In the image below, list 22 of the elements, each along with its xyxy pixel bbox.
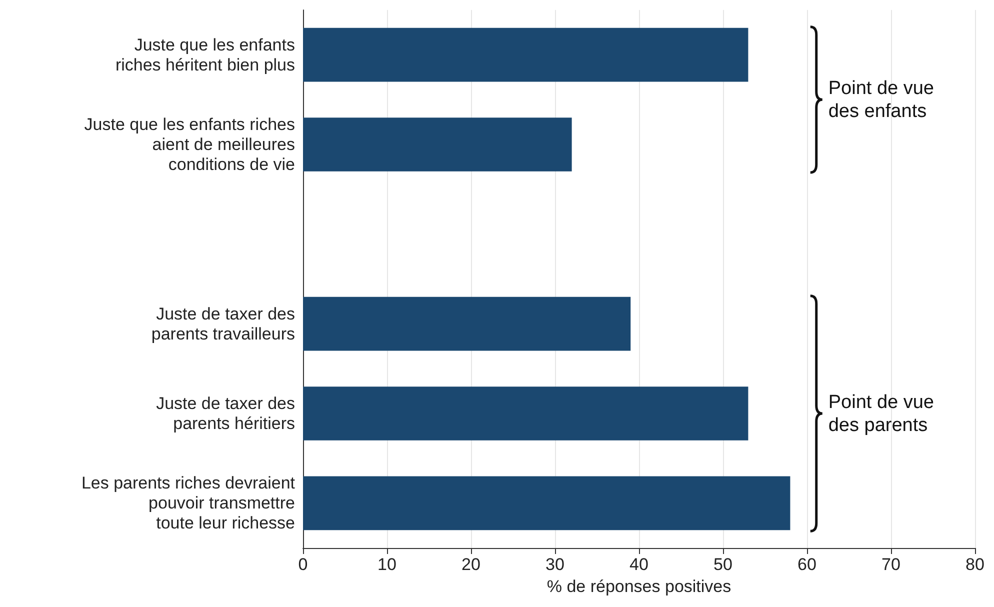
bar [303, 386, 748, 440]
x-tick-label: 80 [966, 555, 984, 574]
bar [303, 476, 790, 530]
bar [303, 28, 748, 82]
x-tick-label: 50 [714, 555, 732, 574]
x-tick-label: 30 [546, 555, 564, 574]
x-axis-title: % de réponses positives [546, 576, 732, 596]
y-tick-label: Juste de taxer des parents héritiers [156, 394, 295, 433]
bar [303, 118, 572, 172]
x-tick-label: 40 [630, 555, 648, 574]
annotation: Point de vue des enfants [828, 78, 934, 122]
bar [303, 296, 631, 351]
y-tick-label: Les parents riches devraient pouvoir transmettre toute leur richesse [81, 474, 296, 533]
x-tick-label: 10 [378, 555, 396, 574]
y-tick-label: Juste que les enfants riches aient de meilleures conditions de vie [84, 115, 295, 174]
y-tick-label: Juste de taxer des parents travailleurs [151, 304, 295, 344]
x-tick-label: 60 [798, 555, 816, 574]
x-tick-label: 70 [882, 555, 900, 574]
y-tick-label: Juste que les enfants riches héritent bien plus [115, 35, 295, 74]
annotation: Point de vue des parents [828, 392, 934, 436]
x-tick-label: 20 [462, 555, 480, 574]
x-tick-label: 0 [298, 555, 308, 574]
